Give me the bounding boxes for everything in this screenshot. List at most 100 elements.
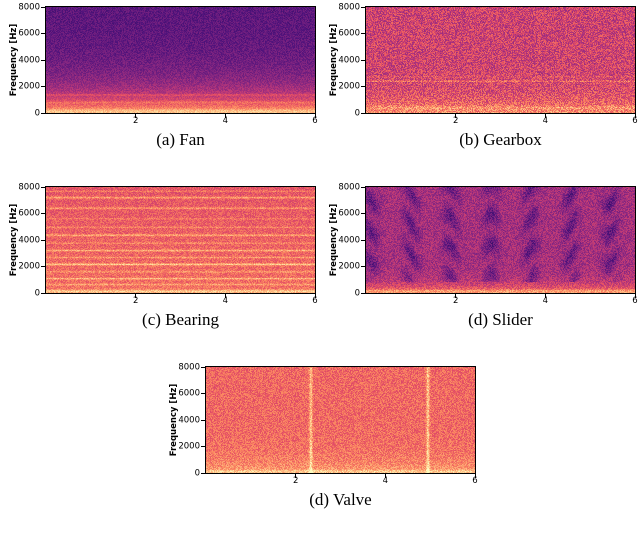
- x-tick-mark: [544, 114, 546, 118]
- y-tick-label: 2000: [18, 261, 40, 272]
- y-tick-mark: [201, 393, 205, 394]
- x-tick-mark: [455, 114, 457, 118]
- y-tick-label: 0: [354, 287, 360, 298]
- y-tick-label: 2000: [178, 441, 200, 452]
- y-tick-label: 8000: [18, 1, 40, 12]
- x-tick-mark: [295, 474, 297, 478]
- x-tick-label: 2: [132, 116, 139, 126]
- x-tick-label: 4: [542, 296, 549, 306]
- y-tick-mark: [361, 112, 365, 114]
- y-tick-mark: [361, 33, 365, 34]
- x-tick-label: 6: [632, 296, 638, 306]
- y-tick-mark: [201, 419, 205, 421]
- y-tick-mark: [361, 266, 365, 267]
- y-tick-label: 2000: [338, 261, 360, 272]
- y-tick-mark: [361, 213, 365, 214]
- y-tick-mark: [41, 33, 45, 34]
- x-tick-label: 2: [132, 296, 139, 306]
- y-tick-label: 8000: [338, 1, 360, 12]
- y-axis-ticks: 0 2000 4000 6000 8000: [14, 183, 40, 297]
- subplot-caption-gearbox: (b) Gearbox: [459, 130, 542, 149]
- x-axis-ticks: 2 4 6: [366, 293, 638, 308]
- spectrogram-canvas-valve: [206, 367, 475, 473]
- y-tick-label: 4000: [18, 54, 40, 65]
- x-tick-label: 4: [542, 116, 549, 126]
- y-tick-mark: [41, 186, 45, 188]
- y-tick-mark: [41, 6, 45, 8]
- y-tick-label: 2000: [18, 81, 40, 92]
- y-tick-mark: [41, 213, 45, 214]
- x-tick-label: 6: [632, 116, 638, 126]
- subplot-caption-valve: (d) Valve: [309, 490, 372, 509]
- y-tick-label: 6000: [338, 208, 360, 219]
- x-tick-mark: [314, 294, 316, 298]
- y-tick-label: 8000: [178, 361, 200, 372]
- x-axis-ticks: 2 4 6: [366, 113, 638, 128]
- subplot-caption-fan: (a) Fan: [156, 130, 205, 149]
- y-tick-mark: [361, 59, 365, 61]
- y-tick-mark: [41, 112, 45, 114]
- y-tick-mark: [361, 292, 365, 294]
- y-tick-label: 0: [34, 287, 40, 298]
- x-tick-label: 6: [312, 296, 318, 306]
- y-tick-mark: [41, 292, 45, 294]
- x-tick-label: 4: [222, 296, 229, 306]
- x-tick-label: 6: [472, 476, 478, 486]
- y-tick-mark: [41, 239, 45, 241]
- x-axis-ticks: 2 4 6: [206, 473, 478, 488]
- y-tick-mark: [201, 446, 205, 447]
- y-tick-mark: [41, 86, 45, 87]
- y-tick-label: 6000: [338, 28, 360, 39]
- x-tick-mark: [314, 114, 316, 118]
- x-tick-mark: [455, 294, 457, 298]
- x-tick-mark: [634, 294, 636, 298]
- x-tick-label: 4: [222, 116, 229, 126]
- x-tick-label: 2: [292, 476, 299, 486]
- y-tick-label: 4000: [338, 54, 360, 65]
- x-tick-label: 2: [452, 116, 459, 126]
- y-tick-label: 8000: [338, 181, 360, 192]
- y-tick-mark: [41, 266, 45, 267]
- y-axis-ticks: 0 2000 4000 6000 8000: [334, 183, 360, 297]
- y-tick-label: 8000: [18, 181, 40, 192]
- x-tick-label: 6: [312, 116, 318, 126]
- spectrogram-canvas-bearing: [46, 187, 315, 293]
- y-tick-label: 4000: [338, 234, 360, 245]
- x-axis-ticks: 2 4 6: [46, 113, 318, 128]
- spectrogram-canvas-slider: [366, 187, 635, 293]
- y-tick-mark: [41, 59, 45, 61]
- y-tick-mark: [201, 472, 205, 474]
- spectrogram-canvas-fan: [46, 7, 315, 113]
- y-tick-label: 6000: [18, 208, 40, 219]
- y-axis-ticks: 0 2000 4000 6000 8000: [174, 363, 200, 477]
- y-tick-label: 0: [34, 107, 40, 118]
- y-tick-label: 6000: [178, 388, 200, 399]
- x-tick-label: 4: [382, 476, 389, 486]
- y-tick-mark: [361, 239, 365, 241]
- x-tick-mark: [135, 114, 137, 118]
- y-axis-ticks: 0 2000 4000 6000 8000: [14, 3, 40, 117]
- y-tick-mark: [361, 86, 365, 87]
- y-axis-ticks: 0 2000 4000 6000 8000: [334, 3, 360, 117]
- subplot-caption-slider: (d) Slider: [468, 310, 533, 329]
- y-tick-mark: [361, 6, 365, 8]
- subplot-caption-bearing: (c) Bearing: [142, 310, 219, 329]
- y-tick-mark: [361, 186, 365, 188]
- y-tick-label: 0: [354, 107, 360, 118]
- x-tick-mark: [135, 294, 137, 298]
